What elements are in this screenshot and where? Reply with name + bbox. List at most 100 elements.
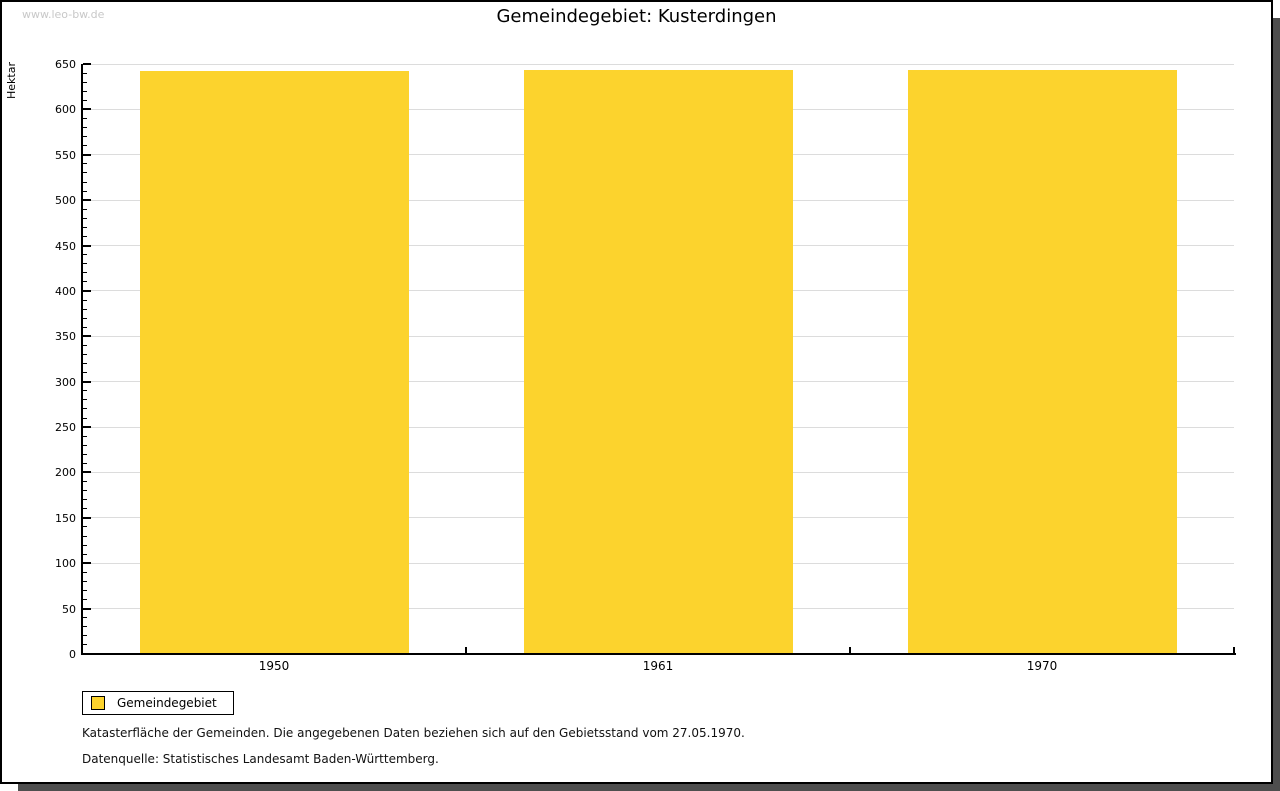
y-minor-tick (83, 589, 87, 591)
frame-shadow-right (1273, 18, 1280, 791)
footnote-description: Katasterfläche der Gemeinden. Die angege… (82, 726, 745, 740)
y-major-tick (83, 380, 91, 383)
y-axis-tick-label: 50 (62, 602, 76, 616)
y-minor-tick (83, 508, 87, 510)
legend-label: Gemeindegebiet (117, 696, 217, 710)
y-major-tick (83, 153, 91, 156)
y-minor-tick (83, 580, 87, 582)
plot-area: 0 50 100 150 200 250 300 350 400 450 500 550 600 650 1… (2, 2, 1271, 782)
y-minor-tick (83, 417, 87, 419)
y-minor-tick (83, 372, 87, 374)
y-minor-tick (83, 145, 87, 147)
y-minor-tick (83, 344, 87, 346)
y-minor-tick (83, 399, 87, 401)
x-axis-tick (1233, 647, 1235, 653)
y-minor-tick (83, 553, 87, 555)
y-axis-tick-label: 550 (55, 148, 76, 162)
y-minor-tick (83, 217, 87, 219)
y-minor-tick (83, 172, 87, 174)
chart-title: Gemeindegebiet: Kusterdingen (496, 6, 777, 27)
y-axis-tick-label: 250 (55, 421, 76, 435)
x-axis-tick-label: 1970 (1026, 659, 1058, 673)
y-minor-tick (83, 117, 87, 119)
y-minor-tick (83, 462, 87, 464)
y-minor-tick (83, 571, 87, 573)
y-minor-tick (83, 644, 87, 646)
y-minor-tick (83, 481, 87, 483)
y-minor-tick (83, 181, 87, 183)
y-minor-tick (83, 163, 87, 165)
y-minor-tick (83, 208, 87, 210)
y-minor-tick (83, 226, 87, 228)
y-major-tick (83, 335, 91, 338)
y-minor-tick (83, 81, 87, 83)
x-axis-tick-label: 1961 (642, 659, 674, 673)
y-minor-tick (83, 308, 87, 310)
y-minor-tick (83, 136, 87, 138)
y-minor-tick (83, 299, 87, 301)
y-minor-tick (83, 272, 87, 274)
y-minor-tick (83, 435, 87, 437)
y-minor-tick (83, 390, 87, 392)
y-minor-tick (83, 281, 87, 283)
y-minor-tick (83, 326, 87, 328)
frame-shadow-bottom (18, 784, 1273, 791)
y-axis-tick-label: 0 (69, 648, 76, 661)
y-minor-tick (83, 317, 87, 319)
y-major-tick (83, 289, 91, 292)
y-major-tick (83, 562, 91, 565)
y-minor-tick (83, 490, 87, 492)
y-minor-tick (83, 526, 87, 528)
y-minor-tick (83, 535, 87, 537)
y-minor-tick (83, 353, 87, 355)
y-axis-tick-label: 650 (55, 58, 76, 71)
y-major-tick (83, 108, 91, 111)
y-minor-tick (83, 408, 87, 410)
legend-swatch-gemeindegebiet (91, 696, 105, 710)
bar-1950 (140, 71, 409, 654)
y-minor-tick (83, 453, 87, 455)
y-axis-tick-label: 100 (55, 557, 76, 571)
y-minor-tick (83, 90, 87, 92)
y-major-tick (83, 426, 91, 429)
y-minor-tick (83, 444, 87, 446)
y-major-tick (83, 244, 91, 247)
gridline (83, 63, 1234, 65)
bar-1961 (524, 70, 793, 654)
y-minor-tick (83, 263, 87, 265)
x-axis-line (81, 653, 1236, 655)
y-major-tick (83, 199, 91, 202)
y-major-tick (83, 63, 91, 65)
y-minor-tick (83, 626, 87, 628)
y-axis-tick-label: 300 (55, 375, 76, 389)
footnote-source: Datenquelle: Statistisches Landesamt Bad… (82, 752, 439, 766)
y-minor-tick (83, 599, 87, 601)
y-minor-tick (83, 127, 87, 129)
y-minor-tick (83, 363, 87, 365)
y-axis-tick-label: 450 (55, 239, 76, 253)
y-major-tick (83, 516, 91, 519)
y-minor-tick (83, 617, 87, 619)
watermark: www.leo-bw.de (22, 8, 105, 21)
x-axis-tick-label: 1950 (258, 659, 290, 673)
y-major-tick (83, 471, 91, 474)
y-axis-tick-label: 400 (55, 284, 76, 298)
x-axis-tick (465, 647, 467, 653)
y-axis-tick-label: 500 (55, 194, 76, 208)
y-axis-tick-label: 150 (55, 511, 76, 525)
y-minor-tick (83, 72, 87, 74)
y-minor-tick (83, 99, 87, 101)
x-axis-tick (849, 647, 851, 653)
y-minor-tick (83, 635, 87, 637)
y-axis-tick-label: 600 (55, 103, 76, 117)
y-minor-tick (83, 235, 87, 237)
y-major-tick (83, 607, 91, 610)
y-axis-line (81, 64, 83, 655)
y-minor-tick (83, 190, 87, 192)
y-axis-tick-label: 200 (55, 466, 76, 480)
y-axis-tick-label: 350 (55, 330, 76, 344)
y-minor-tick (83, 544, 87, 546)
legend: Gemeindegebiet (82, 691, 234, 715)
bar-1970 (908, 70, 1177, 654)
